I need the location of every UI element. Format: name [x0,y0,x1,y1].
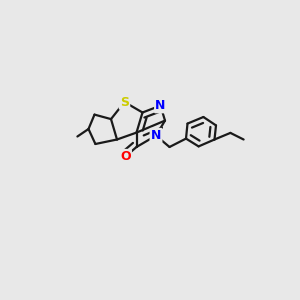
Text: N: N [155,99,166,112]
Text: S: S [120,95,129,109]
Text: N: N [151,129,161,142]
Text: O: O [120,150,131,163]
